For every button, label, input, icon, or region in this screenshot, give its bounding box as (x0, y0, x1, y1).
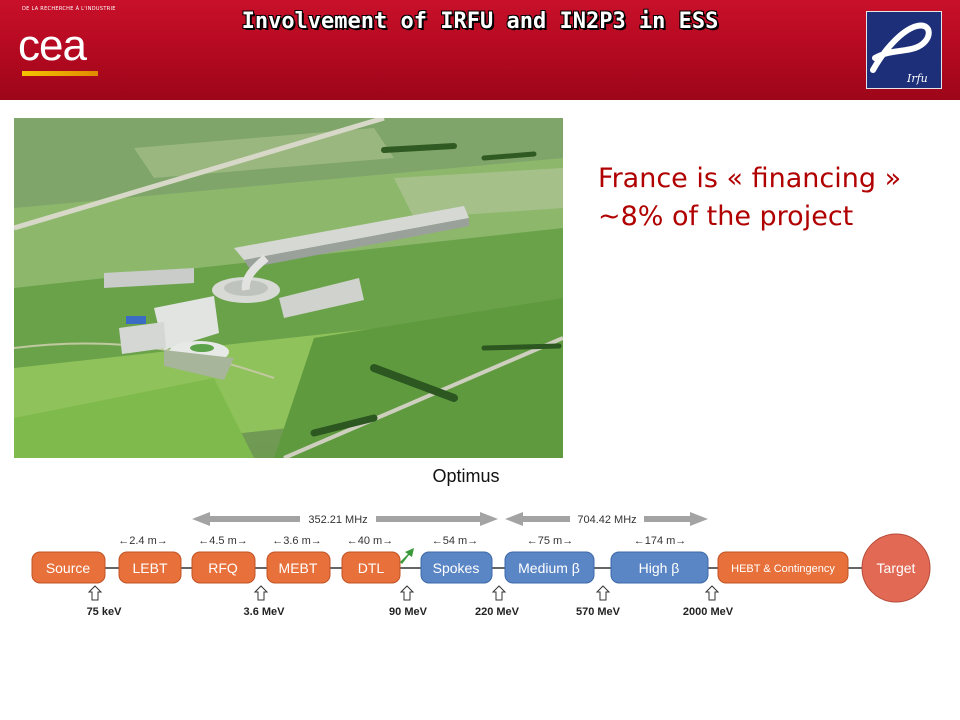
stage-source-label: Source (46, 560, 91, 576)
green-arrow-icon (400, 548, 414, 564)
financing-line-2: ~8% of the project (598, 201, 854, 232)
ess-aerial-photo (14, 118, 563, 458)
stage-hebt-label: HEBT & Contingency (731, 563, 835, 575)
irfu-label: Irfu (906, 72, 928, 85)
stage-medium-beta (504, 551, 595, 584)
diagram-title: Optimus (432, 466, 500, 486)
stage-lebt-label: LEBT (132, 560, 167, 576)
length-mebt: ←3.6 m→ (272, 535, 322, 547)
financing-statement: France is « financing » ~8% of the proje… (598, 160, 901, 236)
stage-mebt-label: MEBT (279, 560, 318, 576)
stage-target-label: Target (877, 560, 916, 576)
stage-mebt (266, 551, 331, 584)
energy-220mev: 220 MeV (475, 606, 520, 618)
stage-dtl-label: DTL (358, 560, 385, 576)
length-high-beta: ←174 m→ (634, 535, 687, 547)
financing-line-1: France is « financing » (598, 163, 902, 194)
energy-3-6mev: 3.6 MeV (244, 606, 286, 618)
linac-diagram: 352.21 MHz 704.42 MHz ←2.4 m→ ←4.5 m→ ←3… (0, 500, 960, 640)
cea-logo: cea (18, 21, 87, 70)
energy-2000mev: 2000 MeV (683, 606, 734, 618)
stage-rfq (191, 551, 256, 584)
stage-rfq-label: RFQ (208, 560, 238, 576)
stage-high-beta-label: High β (639, 560, 680, 576)
length-medium-beta: ←75 m→ (527, 535, 573, 547)
stage-spokes (420, 551, 493, 584)
stage-lebt (118, 551, 182, 584)
stage-target (861, 533, 931, 603)
length-dtl: ←40 m→ (347, 535, 393, 547)
length-spokes: ←54 m→ (432, 535, 478, 547)
irfu-logo: Irfu (866, 11, 942, 89)
stage-high-beta (610, 551, 709, 584)
energy-570mev: 570 MeV (576, 606, 621, 618)
stage-hebt (717, 551, 849, 584)
stage-dtl (341, 551, 401, 584)
cea-tagline: DE LA RECHERCHE À L'INDUSTRIE (22, 6, 116, 12)
slide-title: Involvement of IRFU and IN2P3 in ESS (241, 9, 719, 34)
freq-label-352: 352.21 MHz (308, 514, 367, 526)
stage-medium-beta-label: Medium β (518, 560, 580, 576)
stage-spokes-label: Spokes (433, 560, 480, 576)
cea-logo-bar (22, 71, 98, 76)
energy-75kev: 75 keV (87, 606, 123, 618)
stage-source (31, 551, 106, 584)
length-rfq: ←4.5 m→ (198, 535, 248, 547)
energy-90mev: 90 MeV (389, 606, 428, 618)
freq-label-704: 704.42 MHz (577, 514, 636, 526)
header-banner: DE LA RECHERCHE À L'INDUSTRIE cea Involv… (0, 0, 960, 100)
length-lebt: ←2.4 m→ (118, 535, 168, 547)
